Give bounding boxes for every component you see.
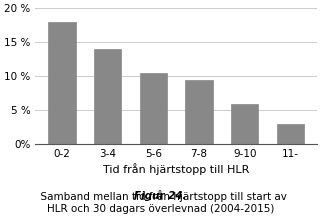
Bar	[231, 104, 258, 145]
Bar	[48, 22, 76, 145]
Bar	[140, 73, 167, 145]
Bar	[185, 80, 213, 145]
Text: Figur 24.: Figur 24.	[134, 191, 187, 201]
X-axis label: Tid från hjärtstopp till HLR: Tid från hjärtstopp till HLR	[103, 164, 249, 175]
Bar	[94, 49, 121, 145]
Bar	[277, 124, 304, 145]
Text: Samband mellan tid från hjärtstopp till start av
HLR och 30 dagars överlevnad (2: Samband mellan tid från hjärtstopp till …	[34, 191, 287, 214]
